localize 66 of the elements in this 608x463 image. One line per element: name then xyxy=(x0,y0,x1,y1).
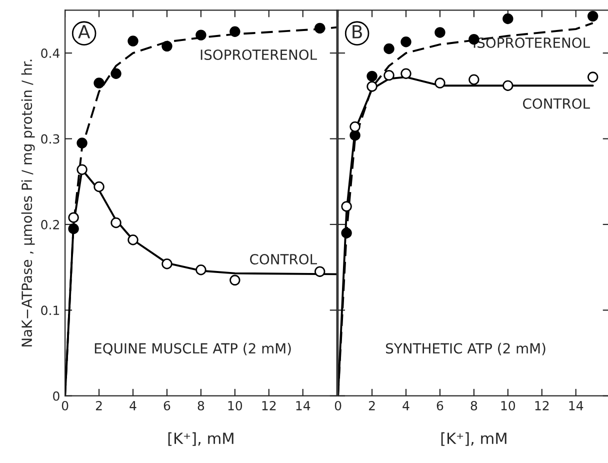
point xyxy=(350,130,360,141)
annotation: A xyxy=(78,25,90,38)
point xyxy=(68,212,79,223)
x-tick-label: 6 xyxy=(164,400,170,410)
point xyxy=(341,201,352,212)
point xyxy=(196,30,206,40)
series-label: CONTROL xyxy=(250,254,317,265)
x-tick-label: 14 xyxy=(296,401,310,410)
x-tick-label: 10 xyxy=(501,400,516,410)
point xyxy=(400,68,412,79)
point xyxy=(76,138,88,148)
y-tick-label: 0.4 xyxy=(41,48,60,58)
point xyxy=(110,68,122,79)
point xyxy=(434,27,446,38)
point xyxy=(587,72,598,82)
point xyxy=(162,258,172,270)
annotation: EQUINE MUSCLE ATP (2 mM) xyxy=(94,342,291,356)
x-axis-title: [K⁺], mM xyxy=(441,432,506,446)
point xyxy=(350,121,360,132)
y-tick-label: 0.2 xyxy=(41,220,59,230)
annotation: B xyxy=(352,25,362,38)
annotation: SYNTHETIC ATP (2 mM) xyxy=(386,342,546,356)
x-tick-label: 2 xyxy=(368,400,375,410)
point xyxy=(94,78,104,88)
point xyxy=(76,164,88,175)
point xyxy=(468,74,480,85)
y-tick-label: 0.1 xyxy=(41,306,60,316)
x-tick-label: 14 xyxy=(569,401,584,410)
x-tick-label: 10 xyxy=(228,400,242,410)
point xyxy=(314,22,326,34)
point xyxy=(341,228,352,238)
x-tick-label: 12 xyxy=(535,400,549,410)
point xyxy=(366,81,378,92)
x-tick-label: 0 xyxy=(334,400,342,410)
point xyxy=(587,10,598,22)
x-tick-label: 8 xyxy=(198,400,204,410)
point xyxy=(68,223,79,234)
y-tick-label: 0.3 xyxy=(41,134,60,144)
x-tick-label: 4 xyxy=(402,401,410,410)
x-tick-label: 8 xyxy=(470,400,478,410)
point xyxy=(162,40,172,52)
x-tick-label: 6 xyxy=(436,400,444,410)
point xyxy=(128,36,138,46)
point xyxy=(128,234,138,246)
series-label: CONTROL xyxy=(523,98,590,109)
point xyxy=(110,217,122,228)
point xyxy=(434,78,446,88)
point xyxy=(384,70,394,81)
x-tick-label: 2 xyxy=(96,400,102,410)
x-tick-label: 0 xyxy=(62,400,68,410)
point xyxy=(384,43,394,54)
point xyxy=(502,80,514,91)
y-tick-label: 0 xyxy=(53,391,60,401)
point xyxy=(230,274,240,286)
series-label: ISOPROTERENOL xyxy=(200,49,317,60)
point xyxy=(314,266,326,277)
x-tick-label: 12 xyxy=(262,400,276,410)
point xyxy=(230,26,240,37)
point xyxy=(400,36,412,48)
x-axis-title: [K⁺], mM xyxy=(168,432,234,446)
point xyxy=(502,13,514,24)
point xyxy=(94,181,104,192)
y-axis-title: NaK−ATPase , μmoles Pi / mg protein / hr. xyxy=(21,60,35,346)
point xyxy=(196,264,206,276)
x-tick-label: 4 xyxy=(130,401,136,410)
point xyxy=(366,70,378,82)
